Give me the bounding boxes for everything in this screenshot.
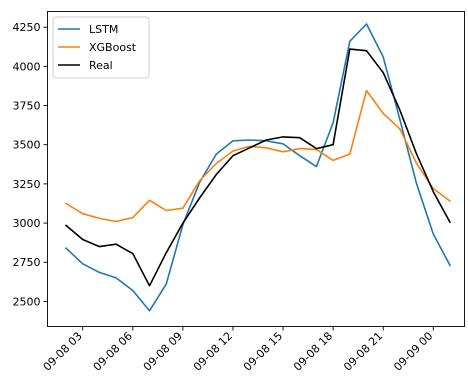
legend-box — [52, 16, 150, 79]
x-tick-label: 09-08 03 — [41, 329, 85, 373]
y-tick-label: 3750 — [13, 100, 41, 113]
series-lines — [65, 23, 451, 312]
y-tick-label: 4000 — [13, 60, 41, 73]
legend-label-xgboost: XGBoost — [89, 41, 137, 54]
x-tick-label: 09-08 06 — [91, 329, 135, 373]
series-line-real — [65, 48, 451, 287]
y-tick-label: 2500 — [13, 295, 41, 308]
y-tick-label: 3000 — [13, 217, 41, 230]
x-axis: 09-08 03 09-08 06 09-08 09 09-08 12 09-08 15… — [41, 326, 435, 374]
x-tick-label: 09-08 12 — [191, 329, 235, 373]
y-axis: 2500 2750 3000 3250 3500 3750 4000 4250 — [13, 21, 48, 308]
y-tick-label: 4250 — [13, 21, 41, 34]
x-tick-label: 09-08 21 — [341, 329, 385, 373]
x-tick-label: 09-08 15 — [241, 329, 285, 373]
x-tick-label: 09-08 09 — [141, 329, 185, 373]
y-tick-label: 2750 — [13, 256, 41, 269]
plot-frame — [47, 11, 465, 327]
legend-label-real: Real — [89, 59, 113, 72]
y-tick-label: 3500 — [13, 139, 41, 152]
series-line-xgboost — [65, 89, 451, 223]
x-tick-label: 09-09 00 — [391, 329, 435, 373]
series-line-lstm — [65, 23, 451, 312]
legend-label-lstm: LSTM — [89, 23, 118, 36]
x-tick-label: 09-08 18 — [291, 329, 335, 373]
legend: LSTM XGBoost Real — [52, 16, 150, 79]
y-tick-label: 3250 — [13, 178, 41, 191]
